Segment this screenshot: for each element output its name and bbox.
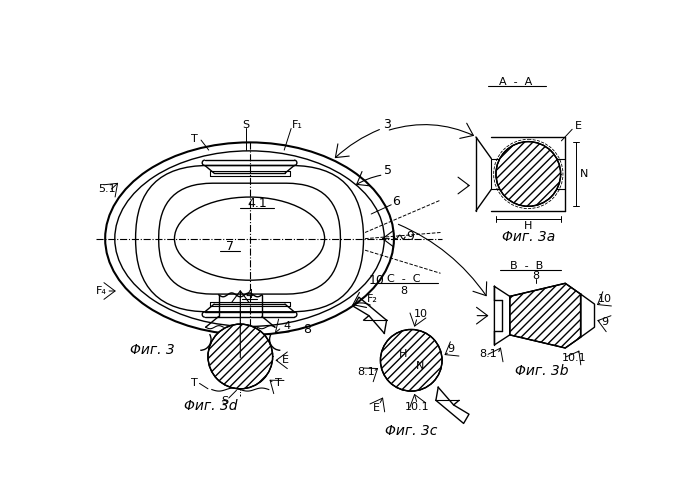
Text: H: H xyxy=(524,222,533,232)
Text: F₁: F₁ xyxy=(292,120,302,130)
Text: 10: 10 xyxy=(413,309,427,319)
Text: Φиг. 3a: Φиг. 3a xyxy=(502,230,555,244)
Text: 8: 8 xyxy=(303,323,311,336)
Text: 4: 4 xyxy=(245,288,254,300)
Text: N: N xyxy=(579,169,588,179)
Text: A  -  A: A - A xyxy=(499,76,532,86)
Text: 6: 6 xyxy=(392,195,400,208)
Text: E: E xyxy=(373,403,380,413)
Text: E: E xyxy=(575,121,582,131)
Text: 3: 3 xyxy=(382,118,391,131)
Circle shape xyxy=(380,330,442,391)
Text: S: S xyxy=(221,396,229,406)
Text: 5: 5 xyxy=(384,164,392,177)
Text: Φиг. 3b: Φиг. 3b xyxy=(515,364,569,378)
Text: T: T xyxy=(191,378,198,388)
Text: 10.1: 10.1 xyxy=(405,402,430,411)
Text: 9: 9 xyxy=(406,230,413,243)
Text: S: S xyxy=(242,120,249,130)
Text: 5.1: 5.1 xyxy=(99,184,116,194)
Text: F₂: F₂ xyxy=(367,294,378,304)
Text: F₃: F₃ xyxy=(254,348,265,358)
Text: 10.1: 10.1 xyxy=(562,353,587,363)
Text: B  -  B: B - B xyxy=(510,262,544,272)
Text: Φиг. 3: Φиг. 3 xyxy=(130,344,175,357)
Text: F₄: F₄ xyxy=(96,286,106,296)
Text: 8.1: 8.1 xyxy=(480,349,497,359)
Polygon shape xyxy=(510,284,581,348)
Text: 10: 10 xyxy=(598,294,613,304)
Text: 4.1: 4.1 xyxy=(247,198,267,210)
Text: 8.1: 8.1 xyxy=(358,367,376,377)
Text: T: T xyxy=(276,378,282,388)
Text: 9: 9 xyxy=(448,344,455,354)
Text: T: T xyxy=(191,134,198,143)
Text: N: N xyxy=(416,362,424,372)
Text: Φиг. 3c: Φиг. 3c xyxy=(385,424,438,438)
Text: 7: 7 xyxy=(226,240,234,253)
Circle shape xyxy=(208,324,273,389)
Text: 4: 4 xyxy=(283,320,290,330)
Text: 8: 8 xyxy=(400,286,407,296)
Text: 9: 9 xyxy=(601,317,609,327)
Text: 8: 8 xyxy=(533,270,539,280)
Text: Φиг. 3d: Φиг. 3d xyxy=(184,398,238,412)
Text: E: E xyxy=(282,356,289,366)
Text: C  -  C: C - C xyxy=(387,274,420,284)
Text: H: H xyxy=(400,349,408,359)
Circle shape xyxy=(496,142,561,206)
Text: 10: 10 xyxy=(369,274,384,287)
